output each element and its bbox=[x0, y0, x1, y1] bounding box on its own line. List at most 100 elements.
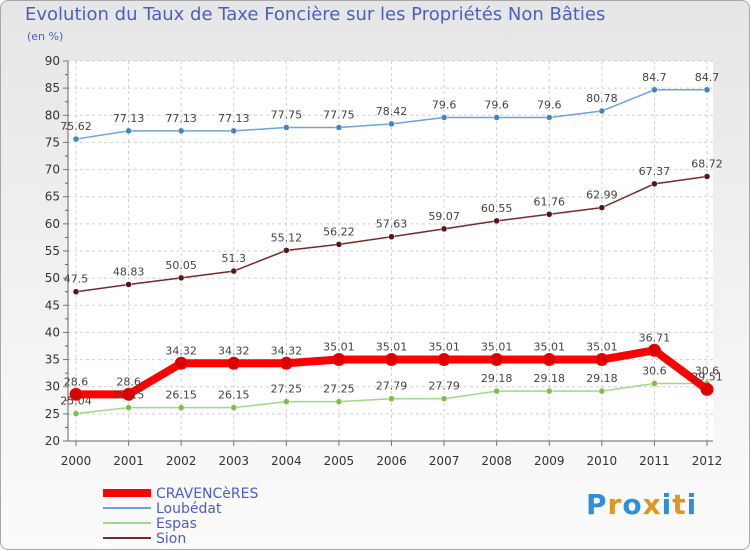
data-label: 62.99 bbox=[586, 189, 618, 202]
chart-title: Evolution du Taux de Taxe Foncière sur l… bbox=[25, 4, 606, 25]
data-point bbox=[595, 353, 609, 367]
data-point bbox=[546, 387, 553, 395]
legend-label: Sion bbox=[156, 531, 186, 547]
data-point bbox=[279, 356, 293, 370]
data-point bbox=[283, 247, 290, 254]
data-point bbox=[230, 404, 237, 411]
y-tick-label: 85 bbox=[45, 81, 60, 95]
data-label: 79.6 bbox=[484, 98, 509, 111]
y-tick-label: 80 bbox=[45, 108, 60, 122]
data-point bbox=[125, 404, 132, 411]
data-label: 35.01 bbox=[481, 341, 513, 354]
data-label: 79.6 bbox=[432, 98, 457, 111]
data-label: 35.01 bbox=[428, 341, 460, 354]
data-point bbox=[335, 124, 343, 131]
data-point bbox=[493, 217, 500, 225]
data-point bbox=[703, 173, 711, 180]
data-label: 60.55 bbox=[481, 202, 513, 215]
data-point bbox=[598, 107, 606, 115]
y-tick-label: 90 bbox=[45, 54, 60, 68]
logo-letter: i bbox=[661, 488, 673, 521]
data-label: 27.79 bbox=[376, 380, 408, 393]
y-tick-label: 30 bbox=[45, 380, 60, 394]
data-point bbox=[69, 387, 83, 401]
x-tick-label: 2011 bbox=[639, 454, 670, 468]
y-tick-label: 45 bbox=[45, 298, 60, 312]
data-label: 30.6 bbox=[642, 364, 667, 377]
data-point bbox=[647, 343, 661, 357]
data-label: 77.13 bbox=[218, 112, 250, 125]
data-label: 79.6 bbox=[537, 98, 562, 111]
data-point bbox=[440, 395, 448, 402]
data-label: 51.3 bbox=[222, 252, 247, 265]
data-point bbox=[546, 114, 553, 121]
x-tick-label: 2010 bbox=[587, 454, 618, 468]
y-tick-label: 25 bbox=[45, 407, 60, 421]
data-label: 27.25 bbox=[323, 383, 355, 396]
y-tick-label: 65 bbox=[45, 190, 60, 204]
data-label: 50.05 bbox=[165, 259, 197, 272]
data-point bbox=[335, 398, 343, 405]
legend-label: Loubédat bbox=[156, 501, 222, 517]
x-tick-label: 2003 bbox=[218, 454, 249, 468]
data-point bbox=[700, 382, 714, 396]
data-label: 29.18 bbox=[481, 372, 513, 385]
data-label: 30.6 bbox=[695, 364, 720, 377]
data-label: 61.76 bbox=[534, 195, 566, 208]
data-point bbox=[177, 274, 185, 282]
data-point bbox=[177, 127, 185, 135]
y-tick-label: 55 bbox=[45, 244, 60, 258]
data-label: 28.6 bbox=[64, 375, 89, 388]
data-point bbox=[332, 353, 346, 367]
x-tick-label: 2005 bbox=[324, 454, 355, 468]
data-label: 55.12 bbox=[271, 231, 303, 244]
data-label: 48.83 bbox=[113, 265, 145, 278]
data-label: 59.07 bbox=[428, 210, 460, 223]
y-tick-label: 75 bbox=[45, 135, 60, 149]
data-label: 35.01 bbox=[534, 341, 566, 354]
x-tick-label: 2007 bbox=[429, 454, 460, 468]
data-label: 27.79 bbox=[428, 380, 460, 393]
data-point bbox=[651, 86, 658, 94]
data-label: 35.01 bbox=[586, 341, 618, 354]
y-tick-label: 50 bbox=[45, 271, 60, 285]
data-label: 35.01 bbox=[323, 341, 355, 354]
data-label: 29.51 bbox=[691, 370, 723, 383]
logo-letter: i bbox=[686, 488, 698, 521]
data-label: 77.75 bbox=[271, 109, 303, 122]
data-label: 77.75 bbox=[323, 109, 355, 122]
data-point bbox=[335, 241, 343, 248]
data-label: 26.15 bbox=[165, 389, 197, 402]
y-unit-label: (en %) bbox=[27, 30, 64, 43]
logo-letter: x bbox=[642, 488, 662, 521]
data-label: 84.7 bbox=[695, 71, 720, 84]
data-label: 34.32 bbox=[271, 344, 303, 357]
data-point bbox=[388, 395, 395, 402]
data-point bbox=[72, 135, 80, 143]
data-point bbox=[283, 398, 290, 405]
data-point bbox=[598, 204, 606, 211]
x-tick-label: 2012 bbox=[692, 454, 723, 468]
data-label: 36.71 bbox=[639, 331, 671, 344]
data-label: 68.72 bbox=[691, 158, 723, 171]
data-label: 84.7 bbox=[642, 71, 667, 84]
data-point bbox=[227, 356, 241, 370]
data-label: 28.6 bbox=[116, 375, 141, 388]
x-tick-label: 2009 bbox=[534, 454, 565, 468]
data-point bbox=[177, 404, 185, 411]
data-label: 29.18 bbox=[586, 372, 618, 385]
data-point bbox=[385, 353, 398, 367]
data-point bbox=[490, 353, 504, 367]
data-label: 26.15 bbox=[113, 389, 145, 402]
data-label: 47.5 bbox=[64, 273, 89, 286]
y-tick-label: 20 bbox=[45, 434, 60, 448]
x-tick-label: 2000 bbox=[61, 454, 92, 468]
data-label: 56.22 bbox=[323, 225, 355, 238]
data-point bbox=[388, 233, 395, 240]
data-label: 34.32 bbox=[218, 344, 250, 357]
data-point bbox=[598, 387, 606, 395]
legend-label: CRAVENCèRES bbox=[156, 486, 258, 502]
data-point bbox=[283, 124, 290, 131]
